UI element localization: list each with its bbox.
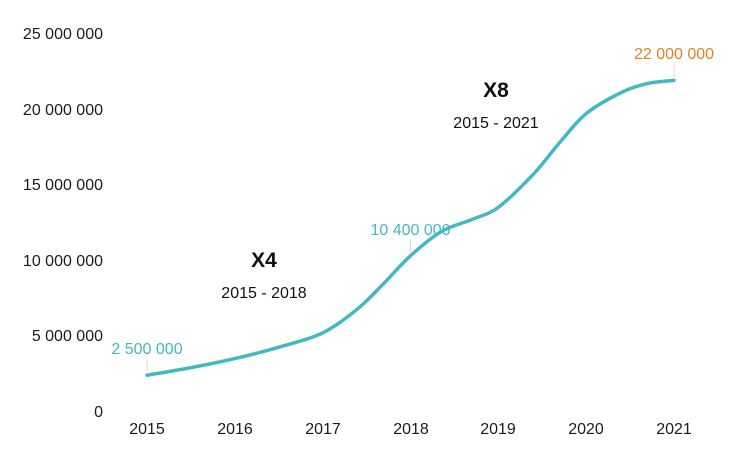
x-axis-tick-label: 2019	[480, 421, 516, 438]
y-axis-tick-label: 10 000 000	[22, 253, 103, 270]
x-axis-tick-label: 2017	[305, 421, 341, 438]
x-axis-tick-label: 2021	[656, 421, 692, 438]
data-label-2021-value: 22 000 000	[633, 46, 715, 64]
y-axis-tick-label: 5 000 000	[31, 328, 103, 345]
y-axis-tick-label: 25 000 000	[22, 26, 103, 43]
trend-line-path	[145, 78, 676, 377]
y-axis-tick-label: 20 000 000	[22, 102, 103, 119]
growth-x8-period: 2015 - 2021	[453, 115, 539, 132]
data-label-2018-value: 10 400 000	[370, 221, 451, 239]
growth-x4-period: 2015 - 2018	[221, 285, 307, 302]
growth-annotation-x4: X4 2015 - 2018	[221, 249, 306, 303]
growth-annotation-x8: X8 2015 - 2021	[453, 79, 538, 133]
growth-x8-title: X8	[483, 79, 509, 102]
x-axis-tick-label: 2018	[393, 421, 429, 438]
x-axis-tick-label: 2015	[129, 421, 165, 438]
data-label-2015-value: 2 500 000	[111, 341, 183, 359]
y-axis-tick-label: 15 000 000	[22, 177, 103, 194]
x-axis-tick-label: 2020	[568, 421, 604, 438]
x-axis-tick-label: 2016	[217, 421, 253, 438]
y-axis-tick-label: 0	[94, 404, 103, 421]
growth-x4-title: X4	[251, 249, 277, 272]
